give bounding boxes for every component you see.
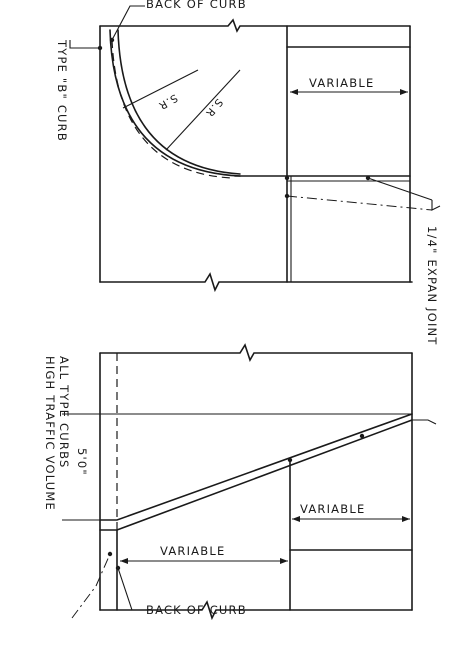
back-of-curb-top-label: BACK OF CURB xyxy=(146,0,247,11)
top-detail xyxy=(69,5,441,293)
radius-inner-label: S.R xyxy=(156,91,180,112)
bottom-detail xyxy=(62,343,437,621)
curb-radius-outer xyxy=(109,29,241,177)
top-detail-top-line xyxy=(99,18,411,33)
bottom-detail-bottom-line xyxy=(99,600,413,621)
variable-top-label: VARIABLE xyxy=(309,76,374,90)
taper-line-upper xyxy=(99,413,413,521)
curb-radius-inner xyxy=(117,29,241,175)
variable-right-label: VARIABLE xyxy=(300,502,365,516)
top-detail-bottom-line xyxy=(99,272,413,293)
bottom-detail-top-line xyxy=(99,343,413,362)
radius-outer-label: S.R xyxy=(203,96,225,119)
high-traffic-volume-label: HIGH TRAFFIC VOLUME xyxy=(43,356,57,511)
taper-line-lower xyxy=(99,419,413,531)
expansion-joint-label: 1/4" EXPAN JOINT xyxy=(425,226,439,346)
curb-radius-dashed xyxy=(111,39,233,179)
all-type-curbs-label: ALL TYPE CURBS xyxy=(57,356,71,468)
back-of-curb-bottom-label: BACK OF CURB xyxy=(146,603,247,617)
dimension-5ft-label: 5'0" xyxy=(75,448,89,476)
type-b-curb-label: TYPE "B" CURB xyxy=(55,39,69,142)
variable-bottom-label: VARIABLE xyxy=(160,544,225,558)
